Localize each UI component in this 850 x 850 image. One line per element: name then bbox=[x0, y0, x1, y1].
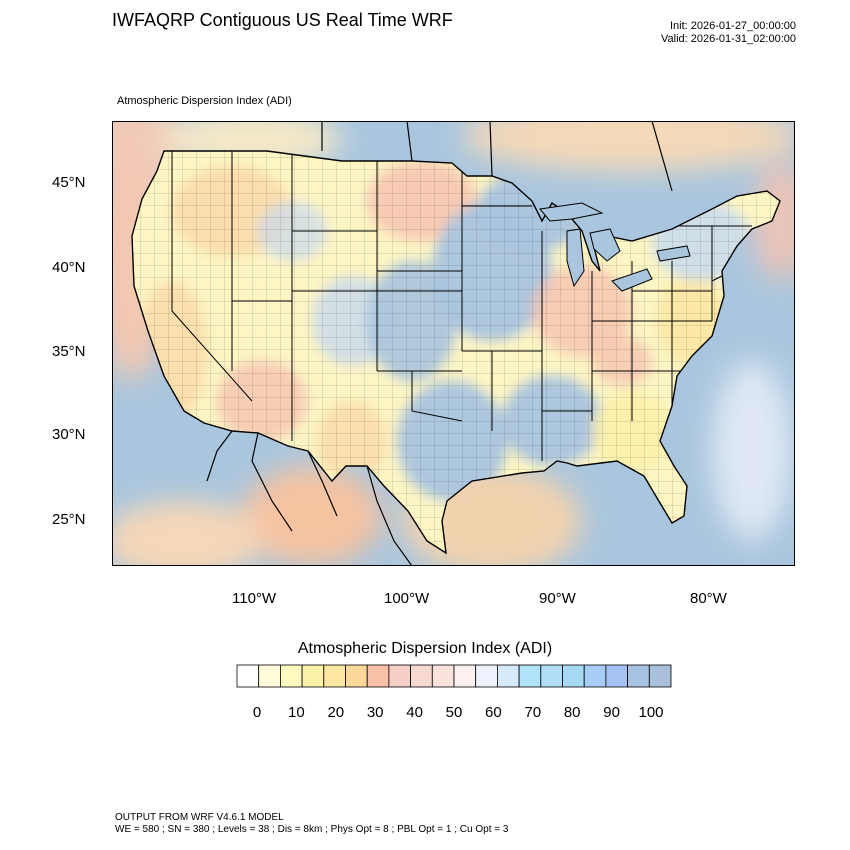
lon-label-80w: 80°W bbox=[690, 590, 727, 607]
lat-label-40n: 40°N bbox=[52, 259, 86, 276]
colorbar bbox=[236, 664, 672, 688]
colorbar-box bbox=[648, 664, 672, 688]
colorbar-tick-label: 20 bbox=[327, 704, 345, 721]
colorbar-box bbox=[453, 664, 477, 688]
colorbar-title: Atmospheric Dispersion Index (ADI) bbox=[297, 640, 553, 657]
footer-model: OUTPUT FROM WRF V4.6.1 MODEL bbox=[115, 812, 284, 823]
colorbar-box bbox=[366, 664, 390, 688]
great-lakes bbox=[539, 202, 691, 292]
colorbar-box bbox=[345, 664, 368, 688]
colorbar-box bbox=[496, 664, 520, 688]
colorbar-box bbox=[562, 664, 585, 688]
international-borders bbox=[206, 121, 673, 566]
colorbar-tick-label: 40 bbox=[406, 704, 423, 721]
lat-label-35n: 35°N bbox=[52, 343, 86, 360]
colorbar-box bbox=[518, 664, 542, 688]
colorbar-tick-label: 80 bbox=[563, 704, 581, 721]
colorbar-box bbox=[540, 664, 563, 688]
colorbar-box bbox=[583, 664, 607, 688]
colorbar-box bbox=[627, 664, 650, 688]
colorbar-box bbox=[388, 664, 411, 688]
colorbar-box bbox=[258, 664, 281, 688]
colorbar-tick-label: 0 bbox=[252, 704, 262, 721]
colorbar-box bbox=[280, 664, 303, 688]
lon-label-100w: 100°W bbox=[384, 590, 430, 607]
colorbar-box bbox=[605, 664, 628, 688]
lon-label-110w: 110°W bbox=[232, 590, 277, 607]
lat-label-25n: 25°N bbox=[52, 511, 86, 528]
colorbar-tick-label: 10 bbox=[288, 704, 305, 721]
map-title: IWFAQRP Contiguous US Real Time WRF bbox=[112, 10, 453, 30]
colorbar-tick-label: 70 bbox=[524, 704, 542, 721]
colorbar-box bbox=[410, 664, 433, 688]
lat-label-45n: 45°N bbox=[52, 174, 86, 191]
lat-label-30n: 30°N bbox=[52, 426, 86, 443]
footer-params: WE = 580 ; SN = 380 ; Levels = 38 ; Dis … bbox=[115, 824, 509, 835]
colorbar-tick-label: 90 bbox=[603, 704, 620, 721]
colorbar-box bbox=[301, 664, 325, 688]
init-time: Init: 2026-01-27_00:00:00 bbox=[670, 20, 796, 32]
colorbar-tick-label: 30 bbox=[366, 704, 384, 721]
colorbar-tick-label: 60 bbox=[485, 704, 502, 721]
colorbar-tick-label: 100 bbox=[638, 704, 664, 721]
map-frame bbox=[112, 121, 795, 566]
colorbar-box bbox=[431, 664, 455, 688]
field-subtitle: Atmospheric Dispersion Index (ADI) bbox=[117, 95, 292, 107]
colorbar-box bbox=[236, 664, 260, 688]
colorbar-tick-label: 50 bbox=[445, 704, 463, 721]
valid-time: Valid: 2026-01-31_02:00:00 bbox=[661, 33, 796, 45]
adi-map bbox=[112, 121, 795, 566]
lon-label-90w: 90°W bbox=[539, 590, 576, 607]
colorbar-box bbox=[475, 664, 498, 688]
colorbar-box bbox=[323, 664, 346, 688]
